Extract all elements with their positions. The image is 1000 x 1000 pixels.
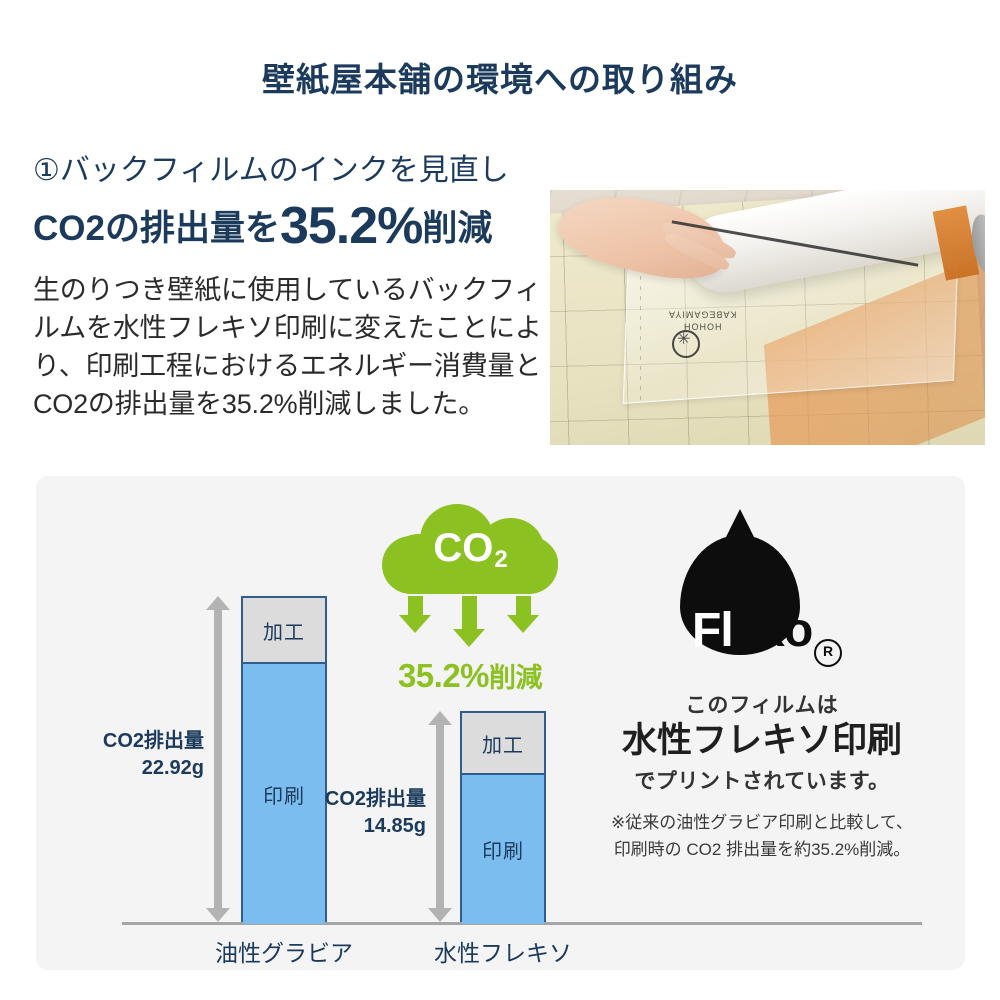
arrow-down-icon: [453, 596, 485, 647]
bar-segment-label: 加工: [482, 734, 524, 757]
ink-droplet-icon: [680, 535, 800, 655]
intro-text-block: ①バックフィルムのインクを見直し CO2の排出量を35.2%削減 生のりつき壁紙…: [33, 152, 548, 424]
intro-heading-2-suffix: 削減: [422, 208, 493, 248]
bar-segment-label: 加工: [263, 621, 305, 644]
flexo-certification-block: Flexo R このフィルムは 水性フレキソ印刷 でプリントされています。 ※従…: [592, 535, 932, 863]
co2-cloud-label: CO2: [433, 526, 508, 573]
co2-cloud-icon: CO2: [382, 500, 558, 594]
flexo-footnote: ※従来の油性グラビア印刷と比較して、 印刷時の CO2 排出量を約35.2%削減…: [592, 809, 932, 863]
page-title: 壁紙屋本舗の環境への取り組み: [262, 61, 738, 98]
co2-reduction-badge: CO2 35.2%削減: [375, 500, 565, 695]
registered-trademark-icon: R: [814, 639, 842, 667]
dimension-label-water-flexo: CO2排出量 14.85g: [258, 786, 426, 840]
dimension-arrow-water-flexo: [428, 711, 452, 922]
intro-body-text: 生のりつき壁紙に使用しているバックフィルムを水性フレキソ印刷に変えたことにより、…: [33, 274, 542, 420]
co2-reduction-value: 35.2%: [397, 657, 490, 694]
intro-heading-2: CO2の排出量を35.2%削減: [33, 194, 548, 259]
category-label-oil-gravure: 油性グラビア: [215, 940, 353, 966]
downward-arrows-icon: [382, 596, 558, 647]
bar-oil-gravure: 加工 印刷: [241, 596, 327, 924]
bar-segment-label: 印刷: [482, 841, 524, 863]
dimension-label-value: 22.92g: [141, 757, 204, 779]
dimension-arrow-oil-gravure: [206, 596, 230, 922]
co2-reduction-kanji: 削減: [489, 663, 543, 693]
intro-heading-1: ①バックフィルムのインクを見直し: [33, 154, 509, 187]
bar-segment-processing: 加工: [243, 598, 325, 664]
bar-segment-processing: 加工: [462, 713, 544, 775]
bar-segment-printing: 印刷: [462, 775, 544, 924]
dimension-label-title: CO2排出量: [324, 788, 426, 810]
flexo-footnote-line-2: 印刷時の CO2 排出量を約35.2%削減。: [613, 839, 911, 859]
dimension-label-oil-gravure: CO2排出量 22.92g: [36, 728, 204, 782]
co2-reduction-text: 35.2%削減: [375, 656, 565, 695]
dimension-label-title: CO2排出量: [102, 730, 204, 752]
dimension-label-value: 14.85g: [363, 815, 426, 837]
wallpaper-photo: HOHOH KABEGAMIYA: [550, 190, 985, 445]
intro-heading-2-value: 35.2%: [279, 196, 423, 255]
flexo-wordmark: Flexo: [692, 604, 813, 657]
flexo-caption-line-1: このフィルムは: [685, 694, 839, 717]
category-label-water-flexo: 水性フレキソ: [434, 940, 572, 966]
flexo-logo: Flexo R: [662, 535, 862, 685]
co2-bar-chart: 加工 印刷 CO2排出量 22.92g 油性グラビア 加工 印刷 CO2排出量 …: [36, 476, 965, 970]
bar-water-flexo: 加工 印刷: [460, 711, 546, 924]
bar-segment-label: 印刷: [263, 785, 305, 808]
photo-film-mark: HOHOH KABEGAMIYA: [668, 309, 737, 332]
bar-segment-printing: 印刷: [243, 664, 325, 924]
arrow-down-icon: [399, 596, 431, 633]
arrow-down-icon: [507, 596, 539, 633]
photo-film-logo-icon: [672, 329, 700, 358]
flexo-caption-line-2: 水性フレキソ印刷: [621, 721, 902, 760]
flexo-footnote-line-1: ※従来の油性グラビア印刷と比較して、: [611, 812, 913, 832]
intro-heading-2-prefix: CO2の排出量を: [33, 208, 280, 248]
flexo-caption-line-3: でプリントされています。: [634, 769, 890, 793]
